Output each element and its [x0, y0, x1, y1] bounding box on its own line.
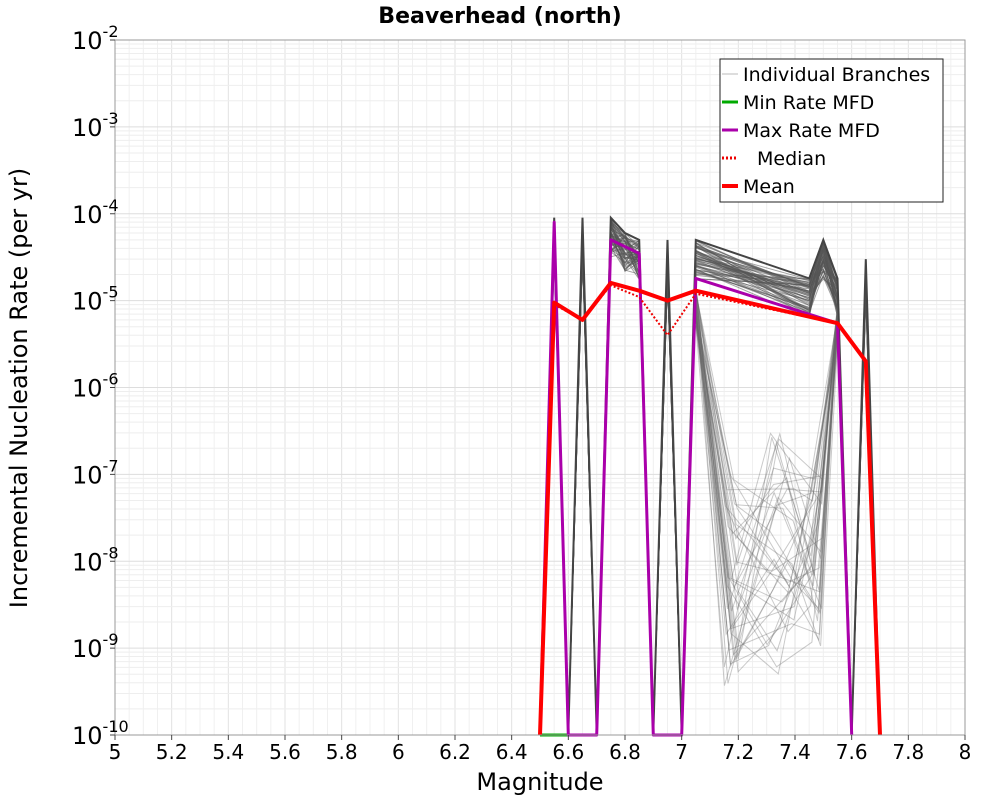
y-axis-ticks: 10-10 10-9 10-8 10-7 10-6 10-5 10-4 10-3 10-2	[72, 22, 129, 750]
branch-line	[695, 286, 838, 675]
y-tick-label: 10-10	[72, 717, 129, 750]
legend-box	[719, 58, 944, 203]
branch-line	[695, 297, 838, 659]
branch-line	[695, 291, 838, 572]
x-tick-label: 7.2	[722, 740, 754, 764]
branch-line	[695, 309, 838, 576]
x-tick-label: 5.8	[326, 740, 358, 764]
y-tick-label: 10-5	[72, 283, 119, 316]
branch-line	[695, 292, 838, 576]
y-tick-label: 10-8	[72, 543, 119, 576]
branch-line	[695, 300, 838, 593]
branch-line	[695, 298, 838, 684]
branch-line	[695, 311, 838, 610]
branch-line	[695, 287, 838, 665]
branch-line	[695, 307, 838, 668]
chart-title: Beaverhead (north)	[378, 4, 621, 29]
y-tick-label: 10-4	[72, 196, 119, 229]
branch-line	[695, 303, 838, 610]
branch-line	[695, 308, 838, 594]
branch-line	[695, 313, 838, 584]
branch-line	[695, 287, 838, 652]
branch-line	[695, 325, 838, 668]
y-tick-label: 10-3	[72, 109, 119, 142]
x-tick-label: 5	[109, 740, 122, 764]
branch-line	[695, 306, 838, 590]
x-tick-label: 7.6	[836, 740, 868, 764]
x-axis-label: Magnitude	[476, 768, 603, 796]
x-tick-label: 6.8	[609, 740, 641, 764]
branch-line	[695, 309, 838, 629]
branch-line	[695, 288, 838, 646]
legend-label: Mean	[743, 176, 795, 198]
branch-line	[695, 291, 838, 614]
y-tick-label: 10-9	[72, 630, 119, 663]
x-tick-label: 6.2	[439, 740, 471, 764]
y-tick-label: 10-6	[72, 370, 119, 403]
y-axis-label: Incremental Nucleation Rate (per yr)	[5, 168, 33, 608]
branch-line	[695, 317, 838, 663]
branch-line	[695, 305, 838, 651]
branch-line	[695, 309, 838, 580]
x-tick-label: 7.8	[892, 740, 924, 764]
branch-line	[695, 289, 838, 673]
branch-line	[695, 313, 838, 540]
branch-line	[695, 307, 838, 630]
legend-label: Max Rate MFD	[743, 120, 880, 142]
x-tick-label: 8	[959, 740, 972, 764]
y-tick-label: 10-7	[72, 456, 119, 489]
series-line-mean	[538, 280, 882, 736]
x-tick-label: 5.2	[156, 740, 188, 764]
x-axis-ticks: 5 5.2 5.4 5.6 5.8 6 6.2 6.4 6.6 6.8 7 7.2 7.4 7.6 7.8 8	[109, 735, 972, 764]
branch-line	[695, 296, 838, 656]
x-tick-label: 7	[675, 740, 688, 764]
x-tick-label: 6.4	[496, 740, 528, 764]
branch-line	[695, 312, 838, 587]
branch-line	[695, 287, 838, 502]
branch-line	[695, 313, 838, 633]
grid	[114, 40, 966, 736]
branch-line	[695, 315, 838, 610]
y-tick-label: 10-2	[72, 22, 119, 55]
x-tick-label: 6.6	[552, 740, 584, 764]
x-tick-label: 5.4	[212, 740, 244, 764]
legend-label: Min Rate MFD	[743, 92, 874, 114]
branch-line	[695, 307, 838, 642]
branch-line	[695, 304, 838, 621]
branch-line	[695, 291, 838, 647]
branch-line	[695, 303, 838, 668]
x-tick-label: 5.6	[269, 740, 301, 764]
series-line-max-rate-mfd	[538, 220, 854, 737]
branch-line	[695, 325, 838, 647]
legend-label: Median	[757, 148, 826, 170]
x-tick-label: 7.4	[779, 740, 811, 764]
legend-label: Individual Branches	[743, 64, 930, 86]
branch-line	[695, 321, 838, 622]
x-tick-label: 6	[392, 740, 405, 764]
legend: Individual Branches Min Rate MFD Max Rate …	[719, 58, 944, 203]
branch-line	[695, 299, 838, 686]
branch-line	[695, 316, 838, 603]
branch-line	[695, 293, 838, 612]
branch-line	[695, 301, 838, 589]
